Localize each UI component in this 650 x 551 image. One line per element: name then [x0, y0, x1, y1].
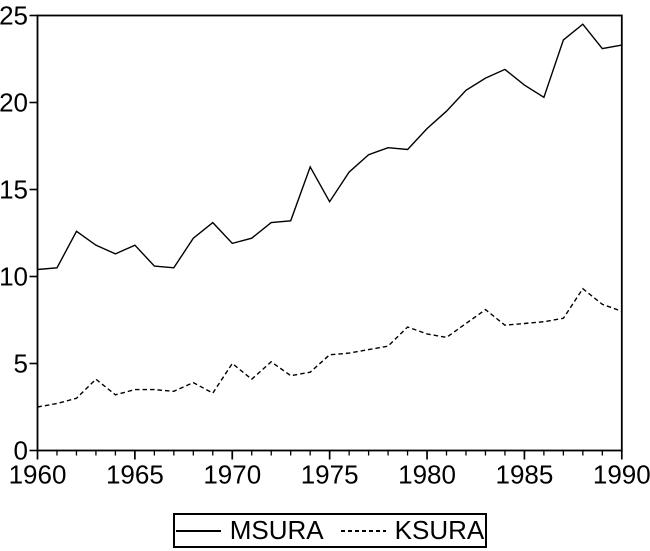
y-axis-tick-label: 0 [14, 436, 28, 466]
ksura-series-line [37, 287, 623, 408]
x-axis-tick-label: 1985 [495, 460, 553, 490]
legend-label-ksura: KSURA [394, 514, 485, 545]
x-axis-tick-label: 1960 [9, 460, 67, 490]
y-axis-tick-label: 20 [0, 88, 28, 118]
legend-line-sample-solid [175, 529, 221, 532]
line-chart: 0 5 10 15 20 25 1960 1965 1970 1975 1980 1985 1990 [0, 1, 650, 490]
legend-line-sample-dashed [340, 529, 386, 532]
msura-series-line [37, 23, 622, 271]
plot-border [36, 14, 623, 452]
legend: MSURA KSURA [173, 513, 487, 548]
legend-label-msura: MSURA [229, 514, 324, 545]
y-axis-tick-label: 25 [0, 1, 28, 31]
y-axis-tick-label: 15 [0, 175, 28, 205]
x-axis-tick-label: 1990 [593, 460, 650, 490]
x-axis-tick-label: 1965 [106, 460, 164, 490]
x-axis-tick-label: 1980 [398, 460, 456, 490]
y-axis-tick-label: 5 [14, 349, 28, 379]
x-axis-tick-label: 1970 [203, 460, 261, 490]
y-axis-tick-label: 10 [0, 262, 28, 292]
x-axis-tick-label: 1975 [301, 460, 359, 490]
